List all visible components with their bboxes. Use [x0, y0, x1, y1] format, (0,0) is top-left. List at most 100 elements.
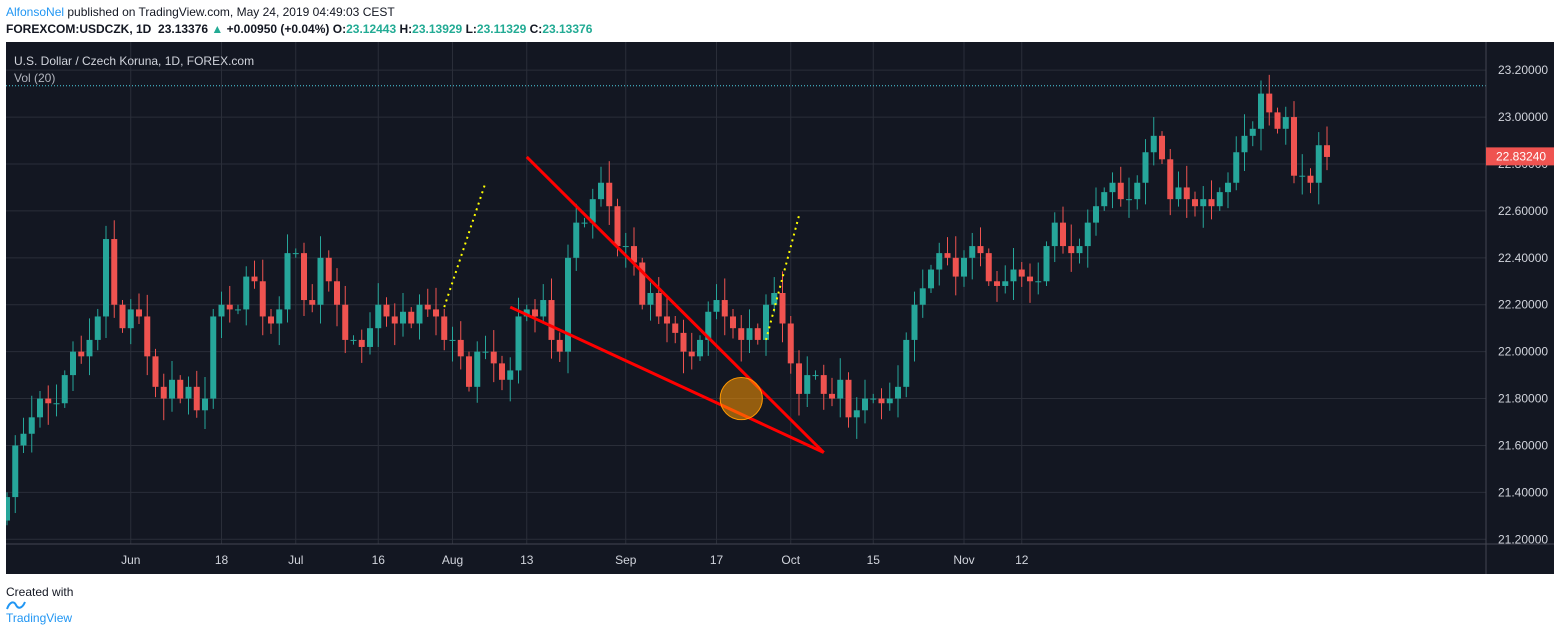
candle-body	[515, 316, 522, 371]
candle-body	[730, 316, 736, 329]
candle-body	[474, 351, 481, 387]
candle-body	[952, 257, 959, 277]
author-link[interactable]: AlfonsoNel	[6, 5, 65, 19]
candle-body	[276, 309, 283, 324]
open-value: 23.12443	[346, 22, 397, 36]
y-tick-label: 23.00000	[1498, 110, 1548, 124]
low-label: L:	[465, 22, 477, 36]
candle-body	[622, 246, 629, 248]
candle-body	[845, 379, 852, 418]
candle-body	[1208, 199, 1215, 207]
candle-body	[1093, 206, 1099, 223]
candle-body	[78, 351, 85, 357]
candle-body	[144, 316, 151, 357]
candle-body	[111, 239, 118, 305]
candle-body	[358, 339, 365, 347]
candle-body	[152, 356, 159, 387]
breakout-circle	[719, 376, 763, 421]
candle-body	[540, 300, 547, 317]
candle-body	[466, 356, 472, 387]
candle-body	[903, 339, 910, 387]
candle-body	[870, 398, 877, 400]
candle-body	[820, 375, 827, 394]
candle-body	[37, 398, 43, 418]
x-tick-label: 18	[215, 553, 229, 567]
candle-body	[433, 309, 439, 317]
candle-body	[1027, 276, 1033, 282]
candle-body	[185, 386, 192, 399]
candle-body	[309, 300, 316, 305]
candle-body	[614, 206, 621, 247]
candle-body	[416, 304, 423, 324]
candle-body	[664, 316, 670, 324]
candlestick-chart[interactable]: 23.2000023.0000022.8000022.6000022.40000…	[6, 42, 1554, 574]
candle-body	[1134, 182, 1141, 200]
candle-body	[1291, 117, 1297, 176]
candle-body	[490, 351, 497, 364]
candle-body	[754, 328, 761, 340]
candle-body	[994, 281, 1000, 286]
candle-body	[325, 257, 332, 282]
trendline	[509, 305, 825, 454]
candle-body	[334, 281, 340, 305]
candle-body	[565, 257, 571, 352]
close-value: 23.13376	[542, 22, 593, 36]
x-tick-label: 12	[1015, 553, 1029, 567]
candle-body	[1200, 199, 1207, 207]
candle-body	[837, 379, 844, 399]
candle-body	[127, 309, 134, 329]
candle-body	[862, 398, 868, 411]
candle-body	[655, 293, 662, 317]
candle-body	[1299, 175, 1306, 177]
candle-body	[350, 339, 357, 341]
candle-body	[119, 304, 126, 329]
candle-body	[449, 339, 456, 341]
candle-body	[631, 246, 637, 263]
candle-body	[1150, 135, 1157, 153]
candle-body	[796, 363, 802, 394]
close-label: C:	[529, 22, 543, 36]
candle-body	[1159, 135, 1165, 160]
candle-body	[1233, 152, 1240, 183]
x-tick-label: Jun	[121, 553, 140, 567]
published-text: published on TradingView.com, May 24, 20…	[67, 5, 395, 19]
x-tick-label: Oct	[781, 553, 800, 567]
candle-body	[713, 300, 720, 312]
candle-body	[1002, 281, 1009, 286]
projection-path	[443, 182, 487, 308]
candle-body	[1266, 93, 1273, 113]
candle-body	[424, 304, 431, 310]
y-tick-label: 21.20000	[1498, 532, 1548, 546]
candle-body	[243, 276, 250, 310]
candle-body	[259, 281, 266, 317]
candle-body	[1225, 182, 1231, 193]
candle-body	[86, 339, 93, 357]
volume-legend: Vol (20)	[14, 71, 55, 85]
x-tick-label: Sep	[615, 553, 637, 567]
candle-body	[6, 497, 10, 521]
candle-body	[985, 253, 992, 282]
candle-body	[1167, 159, 1174, 200]
trendline	[525, 155, 825, 454]
candle-body	[507, 370, 514, 380]
candle-body	[1060, 222, 1066, 247]
candle-body	[1084, 222, 1091, 247]
candle-body	[1192, 199, 1198, 207]
candle-body	[1282, 117, 1289, 129]
x-tick-label: 15	[867, 553, 881, 567]
candle-body	[895, 386, 901, 399]
candle-body	[1258, 93, 1264, 129]
candle-body	[1324, 145, 1330, 157]
publish-info: AlfonsoNel published on TradingView.com,…	[6, 5, 395, 19]
candle-body	[268, 316, 274, 324]
candle-body	[523, 309, 530, 317]
y-tick-label: 21.40000	[1498, 485, 1548, 499]
chart-area[interactable]: 23.2000023.0000022.8000022.6000022.40000…	[6, 42, 1554, 574]
candle-body	[400, 311, 406, 324]
candle-body	[177, 379, 184, 399]
tradingview-brand[interactable]: TradingView	[6, 611, 73, 625]
candle-body	[1076, 246, 1083, 254]
candle-body	[441, 316, 448, 340]
candle-body	[787, 323, 794, 364]
candle-body	[1035, 281, 1042, 283]
